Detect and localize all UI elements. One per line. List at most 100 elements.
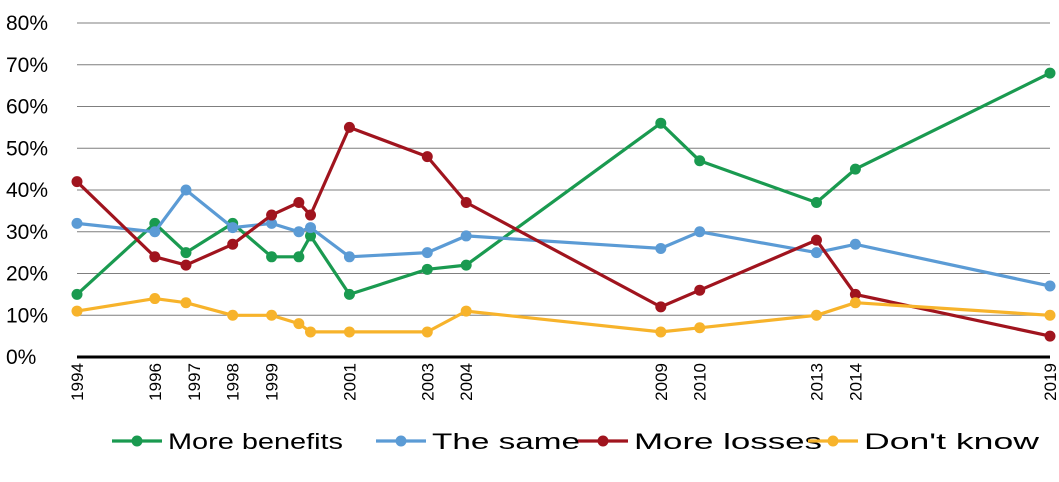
data-point	[180, 259, 192, 271]
gridlines	[77, 22, 1050, 316]
data-point	[266, 209, 278, 221]
data-point	[421, 247, 433, 259]
series-don-t-know	[71, 293, 1056, 338]
legend-item: Don't know	[808, 429, 1039, 454]
data-point	[293, 226, 305, 238]
data-point	[305, 230, 317, 242]
data-point	[293, 318, 305, 330]
x-tick-label: 2001	[340, 363, 359, 401]
x-tick-label: 1999	[263, 363, 282, 401]
data-point	[810, 197, 822, 209]
data-point	[421, 151, 433, 163]
data-point	[180, 184, 192, 196]
data-point	[1044, 309, 1056, 321]
data-point	[655, 301, 667, 313]
y-tick-label: 50%	[6, 137, 48, 160]
legend-label: The same	[432, 429, 580, 454]
series-lines	[71, 67, 1056, 342]
data-point	[71, 288, 83, 300]
data-point	[460, 197, 472, 209]
data-point	[266, 217, 278, 229]
x-tick-label: 2003	[418, 363, 437, 401]
data-point	[180, 247, 192, 259]
data-point	[421, 326, 433, 338]
data-point	[655, 117, 667, 129]
data-point	[810, 247, 822, 259]
data-point	[810, 309, 822, 321]
data-point	[71, 217, 83, 229]
x-tick-label: 2004	[457, 363, 476, 401]
data-point	[694, 284, 706, 296]
data-point	[305, 326, 317, 338]
legend-label: More losses	[634, 429, 822, 454]
x-tick-label: 2010	[691, 363, 710, 401]
y-tick-label: 80%	[6, 12, 48, 35]
data-point	[71, 176, 83, 188]
data-point	[460, 305, 472, 317]
legend-item: More losses	[578, 429, 822, 454]
y-tick-label: 0%	[6, 346, 36, 369]
data-point	[1044, 67, 1056, 79]
x-tick-label: 1996	[146, 363, 165, 401]
x-tick-label: 2013	[807, 363, 826, 401]
data-point	[180, 297, 192, 309]
data-point	[227, 222, 239, 234]
data-point	[343, 121, 355, 133]
legend-swatch-marker	[597, 435, 609, 447]
x-tick-label: 2019	[1041, 363, 1059, 401]
legend-item: More benefits	[112, 429, 343, 454]
data-point	[149, 251, 161, 263]
data-point	[293, 251, 305, 263]
data-point	[1044, 330, 1056, 342]
data-point	[694, 322, 706, 334]
data-point	[849, 288, 861, 300]
legend-swatch-marker	[131, 435, 143, 447]
y-tick-label: 20%	[6, 263, 48, 286]
data-point	[694, 226, 706, 238]
series-more-losses	[71, 121, 1056, 342]
y-tick-label: 40%	[6, 179, 48, 202]
legend-item: The same	[376, 429, 580, 454]
legend-label: More benefits	[168, 429, 343, 454]
data-point	[305, 222, 317, 234]
data-point	[849, 238, 861, 250]
data-point	[1044, 280, 1056, 292]
y-tick-label: 60%	[6, 96, 48, 119]
data-point	[149, 226, 161, 238]
y-tick-label: 70%	[6, 54, 48, 77]
x-tick-label: 2014	[846, 363, 865, 401]
data-point	[849, 297, 861, 309]
series-more-benefits	[71, 67, 1056, 300]
x-tick-label: 2009	[652, 363, 671, 401]
data-point	[849, 163, 861, 175]
data-point	[305, 209, 317, 221]
data-point	[343, 288, 355, 300]
legend-swatch-marker	[395, 435, 407, 447]
legend-label: Don't know	[864, 429, 1039, 454]
data-point	[293, 197, 305, 209]
data-point	[655, 326, 667, 338]
data-point	[149, 293, 161, 305]
data-point	[266, 251, 278, 263]
x-tick-label: 1994	[68, 363, 87, 401]
data-point	[227, 238, 239, 250]
x-tick-label: 1998	[224, 363, 243, 401]
data-point	[343, 326, 355, 338]
x-tick-label: 1997	[185, 363, 204, 401]
data-point	[227, 309, 239, 321]
data-point	[655, 242, 667, 254]
data-point	[694, 155, 706, 167]
y-tick-label: 10%	[6, 304, 48, 327]
data-point	[343, 251, 355, 263]
legend: More benefits The same More losses Don't kn…	[112, 429, 1039, 454]
data-point	[460, 259, 472, 271]
x-axis-tick-labels: 1994 1996 1997 1998 1999 2001 2003 2004 2009 2010…	[68, 363, 1059, 401]
data-point	[421, 263, 433, 275]
y-axis-tick-labels: 0% 10% 20% 30% 40% 50% 60% 70% 80%	[6, 12, 48, 369]
y-tick-label: 30%	[6, 221, 48, 244]
legend-swatch-marker	[827, 435, 839, 447]
data-point	[71, 305, 83, 317]
series-the-same	[71, 184, 1056, 292]
series-line	[76, 188, 1051, 288]
